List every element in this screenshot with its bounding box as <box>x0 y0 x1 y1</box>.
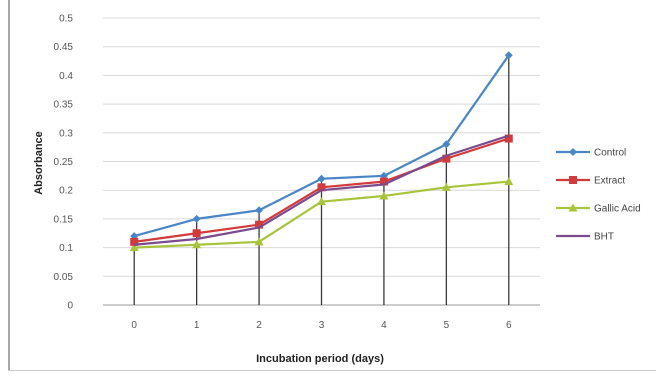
legend-marker <box>569 176 577 184</box>
data-point <box>255 206 264 215</box>
data-point <box>192 229 201 238</box>
data-point <box>192 214 201 223</box>
legend-label: Control <box>594 148 626 159</box>
y-tick-label: 0.3 <box>59 128 73 139</box>
y-tick-label: 0.05 <box>54 272 74 283</box>
series-gallic-acid <box>129 177 514 252</box>
data-point <box>254 237 264 246</box>
series-lines <box>129 51 514 252</box>
x-tick-label: 6 <box>506 320 512 331</box>
data-point <box>379 177 388 186</box>
series-extract <box>130 134 513 246</box>
tick-labels: 0 0.05 0.1 0.15 0.2 0.25 0.3 0.35 0.4 0.45 0.5 0 1 2 3… <box>54 14 512 332</box>
y-tick-label: 0.2 <box>59 186 73 197</box>
data-point <box>441 182 451 191</box>
frame-left-border <box>8 0 10 370</box>
data-point <box>504 51 513 60</box>
legend-label: Gallic Acid <box>594 204 641 215</box>
y-tick-label: 0.4 <box>59 71 73 82</box>
series-control <box>130 51 513 241</box>
y-tick-label: 0.5 <box>59 14 73 25</box>
data-point <box>317 197 326 206</box>
y-tick-label: 0.15 <box>54 214 74 225</box>
data-point <box>317 174 326 183</box>
data-point <box>192 240 202 249</box>
series-line <box>134 134 510 246</box>
y-axis-title: Absorbance <box>33 131 45 195</box>
data-point <box>129 243 139 252</box>
legend: Control Extract Gallic Acid BHT <box>556 148 641 243</box>
x-tick-label: 5 <box>444 320 450 331</box>
x-tick-label: 3 <box>319 320 325 331</box>
frame-bottom-border <box>8 370 656 371</box>
data-point <box>130 237 139 246</box>
legend-item: BHT <box>556 232 614 243</box>
y-tick-label: 0.1 <box>59 243 73 254</box>
legend-label: BHT <box>594 232 614 243</box>
x-tick-label: 1 <box>194 320 200 331</box>
x-tick-label: 0 <box>131 320 137 331</box>
x-tick-label: 2 <box>256 320 262 331</box>
data-point <box>504 177 514 186</box>
legend-label: Extract <box>594 176 625 187</box>
legend-item: Extract <box>556 176 625 187</box>
series-bht <box>134 134 510 246</box>
data-point <box>504 134 513 143</box>
legend-marker <box>568 203 578 212</box>
legend-item: Control <box>556 148 626 159</box>
y-tick-label: 0 <box>67 301 73 312</box>
y-tick-label: 0.45 <box>54 42 74 53</box>
data-point <box>442 154 451 163</box>
x-tick-label: 4 <box>381 320 387 331</box>
data-point <box>255 220 264 229</box>
legend-marker <box>569 148 577 156</box>
y-tick-label: 0.35 <box>54 100 74 111</box>
data-point <box>379 191 389 200</box>
data-point <box>442 140 451 149</box>
legend-item: Gallic Acid <box>556 203 641 215</box>
data-point <box>317 183 326 192</box>
x-axis-title: Incubation period (days) <box>256 353 384 365</box>
y-tick-label: 0.25 <box>54 157 74 168</box>
